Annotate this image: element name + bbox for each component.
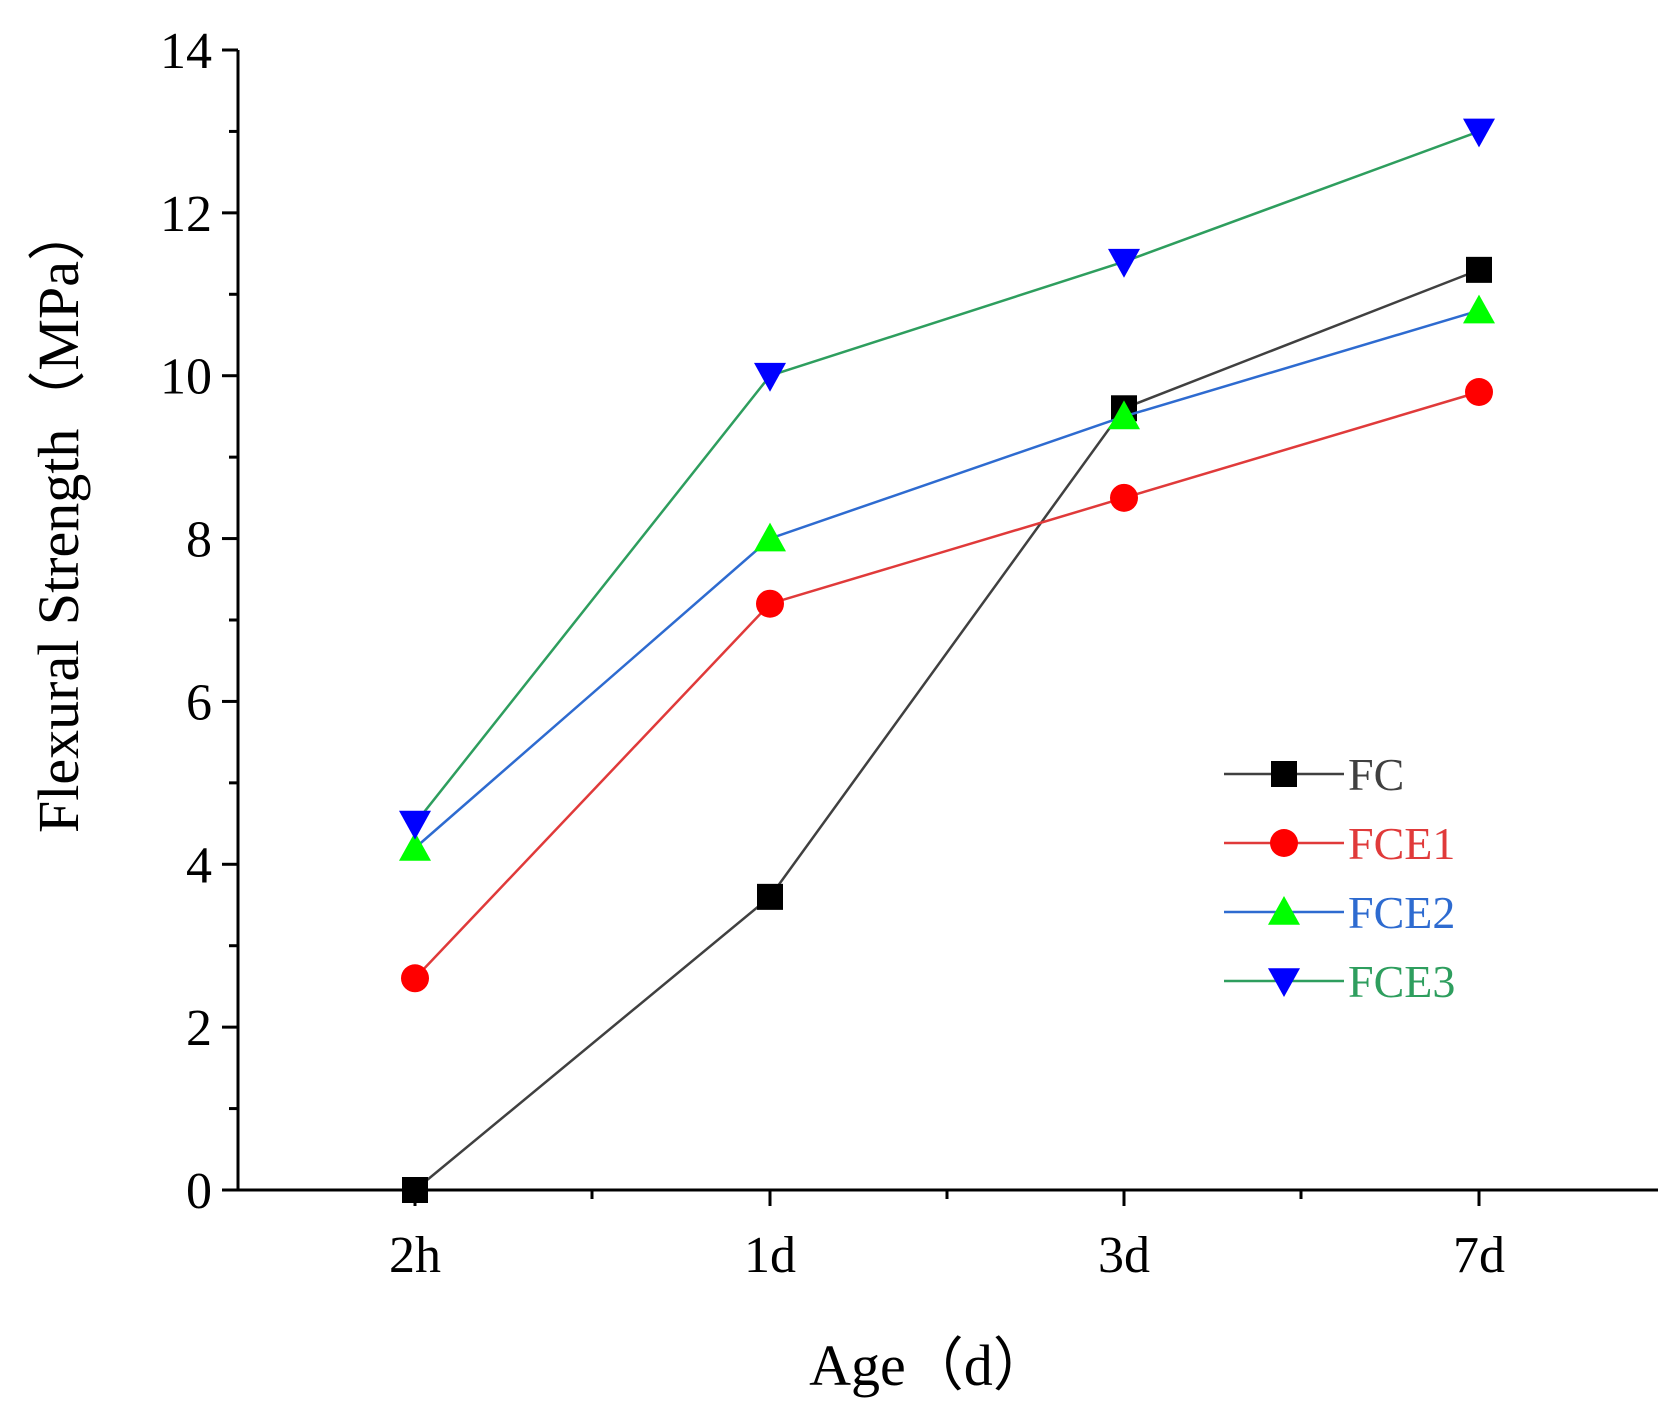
legend-marker-fce2	[1268, 896, 1300, 925]
data-point-fce1	[1465, 378, 1493, 406]
x-tick-label: 1d	[744, 1227, 796, 1284]
series-fce2	[399, 294, 1495, 861]
y-tick-label: 12	[160, 186, 212, 243]
x-tick-label: 3d	[1098, 1227, 1150, 1284]
y-tick-label: 0	[186, 1163, 212, 1220]
y-axis-title: Flexural Strength（MPa）	[26, 203, 91, 833]
series-line-fce3	[414, 130, 1480, 825]
data-point-fce3	[1463, 118, 1495, 148]
series-group	[399, 118, 1495, 1203]
series-line-fc	[414, 268, 1480, 1191]
data-point-fce2	[754, 522, 786, 552]
data-point-fc	[402, 1177, 428, 1203]
series-line-fce1	[414, 390, 1480, 980]
data-point-fce3	[1108, 248, 1140, 278]
y-tick-label: 8	[186, 512, 212, 569]
legend-marker-fce3	[1268, 968, 1300, 997]
y-tick-label: 2	[186, 1000, 212, 1057]
y-tick-label: 10	[160, 349, 212, 406]
y-tick-label: 14	[160, 23, 212, 80]
legend-marker-fc	[1271, 761, 1297, 787]
data-point-fce3	[754, 362, 786, 392]
data-point-fce3	[399, 810, 431, 840]
data-point-fc	[757, 883, 783, 910]
x-tick-label: 2h	[389, 1227, 441, 1284]
legend-item-fce2: FCE2	[1224, 887, 1455, 938]
legend-label-fce2: FCE2	[1348, 887, 1455, 938]
x-axis-title: Age（d）	[809, 1333, 1051, 1398]
data-point-fce1	[401, 964, 429, 993]
series-fce3	[399, 118, 1495, 840]
legend: FC FCE1 FCE2 FCE3	[1224, 749, 1455, 1007]
data-point-fce1	[1110, 483, 1138, 512]
data-point-fce2	[1463, 294, 1495, 324]
legend-item-fce1: FCE1	[1224, 818, 1455, 869]
legend-label-fce1: FCE1	[1348, 818, 1455, 869]
legend-marker-fce1	[1270, 829, 1298, 857]
series-fce1	[401, 378, 1493, 993]
y-ticks: 0 2 4 6 8 10 12 14	[160, 23, 238, 1220]
data-point-fce2	[1108, 400, 1140, 430]
x-ticks: 2h 1d 3d 7d	[389, 1190, 1505, 1284]
y-tick-label: 4	[186, 837, 212, 894]
x-tick-label: 7d	[1453, 1227, 1505, 1284]
legend-label-fc: FC	[1348, 749, 1404, 800]
legend-label-fce3: FCE3	[1348, 956, 1455, 1007]
legend-item-fce3: FCE3	[1224, 956, 1455, 1007]
series-line-fce2	[414, 309, 1480, 849]
axes	[236, 50, 1658, 1192]
series-fc	[402, 256, 1492, 1203]
data-point-fce1	[756, 589, 784, 618]
y-tick-label: 6	[186, 674, 212, 731]
data-point-fc	[1466, 256, 1492, 283]
data-point-fce2	[399, 832, 431, 861]
legend-item-fc: FC	[1224, 749, 1404, 800]
